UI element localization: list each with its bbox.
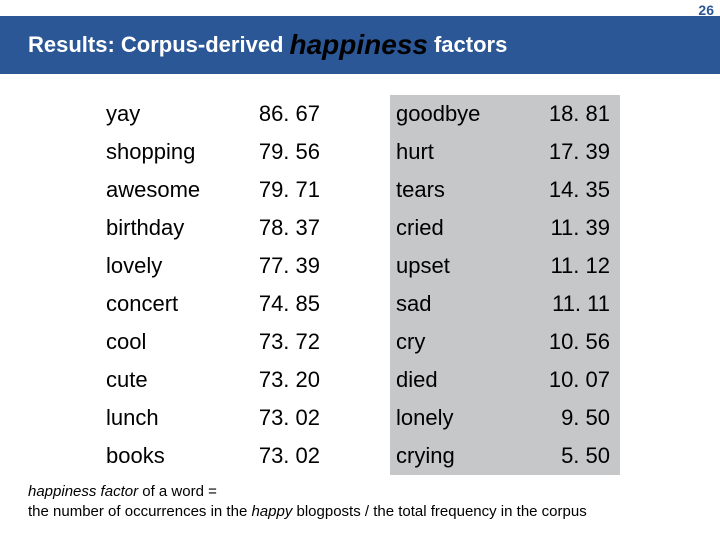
word-cell: hurt [396, 139, 434, 165]
value-cell: 73. 02 [250, 405, 320, 431]
word-cell: lonely [396, 405, 453, 431]
value-cell: 79. 71 [250, 177, 320, 203]
table-row: books 73. 02 [100, 437, 330, 475]
footer-plain3: blogposts / the total frequency in the c… [292, 503, 586, 520]
content-area: yay 86. 67 shopping 79. 56 awesome 79. 7… [0, 95, 720, 475]
footer-italic1: happiness factor [28, 483, 138, 500]
word-cell: lunch [106, 405, 159, 431]
value-cell: 11. 39 [540, 215, 610, 241]
word-cell: cry [396, 329, 425, 355]
footer-note: happiness factor of a word = the number … [28, 482, 688, 523]
word-cell: shopping [106, 139, 195, 165]
value-cell: 10. 56 [540, 329, 610, 355]
table-row: yay 86. 67 [100, 95, 330, 133]
value-cell: 18. 81 [540, 101, 610, 127]
table-row: sad 11. 11 [390, 285, 620, 323]
table-row: lovely 77. 39 [100, 247, 330, 285]
word-cell: books [106, 443, 165, 469]
word-cell: tears [396, 177, 445, 203]
table-row: goodbye 18. 81 [390, 95, 620, 133]
footer-plain1: of a word = [138, 483, 217, 500]
word-cell: sad [396, 291, 431, 317]
footer-plain2: the number of occurrences in the [28, 503, 251, 520]
title-prefix: Results: Corpus-derived [28, 32, 284, 58]
value-cell: 9. 50 [540, 405, 610, 431]
table-row: cute 73. 20 [100, 361, 330, 399]
table-row: tears 14. 35 [390, 171, 620, 209]
table-row: died 10. 07 [390, 361, 620, 399]
table-row: cry 10. 56 [390, 323, 620, 361]
left-table: yay 86. 67 shopping 79. 56 awesome 79. 7… [100, 95, 330, 475]
value-cell: 73. 72 [250, 329, 320, 355]
footer-italic2: happy [251, 503, 292, 520]
table-row: crying 5. 50 [390, 437, 620, 475]
table-row: cool 73. 72 [100, 323, 330, 361]
word-cell: crying [396, 443, 455, 469]
title-suffix: factors [434, 32, 507, 58]
table-row: concert 74. 85 [100, 285, 330, 323]
table-row: cried 11. 39 [390, 209, 620, 247]
value-cell: 73. 20 [250, 367, 320, 393]
title-bar: Results: Corpus-derived happiness factor… [0, 16, 720, 74]
table-row: hurt 17. 39 [390, 133, 620, 171]
value-cell: 11. 11 [540, 291, 610, 317]
right-table: goodbye 18. 81 hurt 17. 39 tears 14. 35 … [390, 95, 620, 475]
value-cell: 14. 35 [540, 177, 610, 203]
value-cell: 73. 02 [250, 443, 320, 469]
word-cell: died [396, 367, 438, 393]
table-row: lunch 73. 02 [100, 399, 330, 437]
value-cell: 86. 67 [250, 101, 320, 127]
title-highlight: happiness [290, 29, 428, 61]
word-cell: goodbye [396, 101, 480, 127]
word-cell: yay [106, 101, 140, 127]
value-cell: 17. 39 [540, 139, 610, 165]
value-cell: 78. 37 [250, 215, 320, 241]
word-cell: concert [106, 291, 178, 317]
table-row: birthday 78. 37 [100, 209, 330, 247]
word-cell: cool [106, 329, 146, 355]
value-cell: 74. 85 [250, 291, 320, 317]
value-cell: 11. 12 [540, 253, 610, 279]
value-cell: 79. 56 [250, 139, 320, 165]
value-cell: 77. 39 [250, 253, 320, 279]
slide: 26 Results: Corpus-derived happiness fac… [0, 0, 720, 540]
value-cell: 5. 50 [540, 443, 610, 469]
table-row: shopping 79. 56 [100, 133, 330, 171]
table-row: lonely 9. 50 [390, 399, 620, 437]
word-cell: lovely [106, 253, 162, 279]
table-row: awesome 79. 71 [100, 171, 330, 209]
word-cell: upset [396, 253, 450, 279]
word-cell: birthday [106, 215, 184, 241]
word-cell: awesome [106, 177, 200, 203]
value-cell: 10. 07 [540, 367, 610, 393]
table-row: upset 11. 12 [390, 247, 620, 285]
word-cell: cried [396, 215, 444, 241]
word-cell: cute [106, 367, 148, 393]
